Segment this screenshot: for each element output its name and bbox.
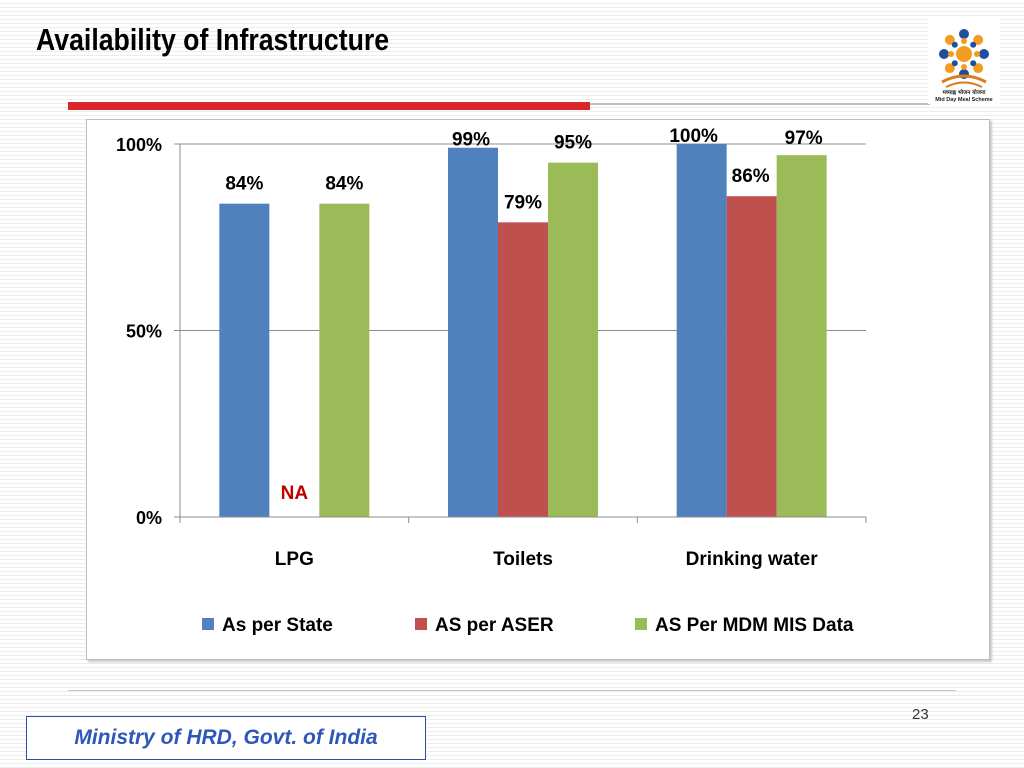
y-tick-label: 50% [126, 322, 162, 342]
legend-swatch [415, 618, 427, 630]
bar [448, 147, 498, 518]
logo-graphic-icon: मध्याह्न भोजन योजना Mid Day Meal Scheme [935, 29, 993, 103]
footer-divider [68, 690, 956, 691]
logo-figure-body [970, 60, 977, 67]
logo-figure-body [951, 60, 958, 67]
logo-figure-body [951, 41, 958, 48]
logo-figure-body [974, 51, 980, 57]
bar-chart: 0% 50% 100% LPG Toilets Drinking water 84% NA 8… [116, 126, 867, 636]
title-underline-red [68, 102, 590, 110]
bar [319, 203, 370, 517]
title-underline-gray [590, 103, 930, 105]
data-label: 84% [325, 174, 363, 195]
logo-figure [979, 49, 989, 59]
data-label: 95% [554, 133, 592, 154]
logo-figure-body [970, 41, 977, 48]
logo-figure [944, 63, 955, 74]
footer-text: Ministry of HRD, Govt. of India [74, 726, 378, 749]
bar [776, 155, 827, 517]
data-label-na: NA [281, 483, 309, 504]
logo-figure-body [948, 51, 954, 57]
logo-text-hindi: मध्याह्न भोजन योजना [942, 88, 986, 96]
chart-frame: 0% 50% 100% LPG Toilets Drinking water 84% NA 8… [86, 119, 990, 660]
bar [498, 222, 548, 517]
legend-swatch [635, 618, 647, 630]
bar [548, 162, 598, 517]
legend-swatch [202, 618, 214, 630]
page-number: 23 [912, 706, 929, 723]
logo-figure [944, 34, 955, 45]
legend-label: AS Per MDM MIS Data [655, 615, 854, 636]
legend-label: As per State [222, 615, 333, 636]
data-label: 99% [452, 130, 490, 151]
slide-title: Availability of Infrastructure [36, 22, 390, 57]
y-tick-label: 0% [136, 508, 162, 528]
bar [726, 196, 777, 517]
logo-figure [973, 34, 984, 45]
logo-figure [973, 63, 984, 74]
data-label: 100% [669, 126, 718, 147]
bar [219, 203, 270, 517]
logo-figure [959, 29, 969, 39]
data-label: 86% [732, 166, 770, 187]
logo-figure-body [961, 64, 967, 70]
mid-day-meal-logo: मध्याह्न भोजन योजना Mid Day Meal Scheme [928, 18, 1000, 104]
bar [676, 144, 727, 517]
data-label: 84% [225, 174, 263, 195]
legend-label: AS per ASER [435, 615, 554, 636]
logo-figure [939, 49, 949, 59]
x-tick-label: LPG [275, 549, 314, 570]
data-label: 79% [504, 192, 542, 213]
x-tick-label: Drinking water [686, 549, 819, 570]
footer-box: Ministry of HRD, Govt. of India [26, 716, 426, 760]
x-tick-label: Toilets [493, 549, 553, 570]
data-label: 97% [785, 128, 823, 149]
logo-figure-body [961, 38, 967, 44]
y-tick-label: 100% [116, 135, 162, 155]
logo-text-english: Mid Day Meal Scheme [935, 97, 992, 103]
